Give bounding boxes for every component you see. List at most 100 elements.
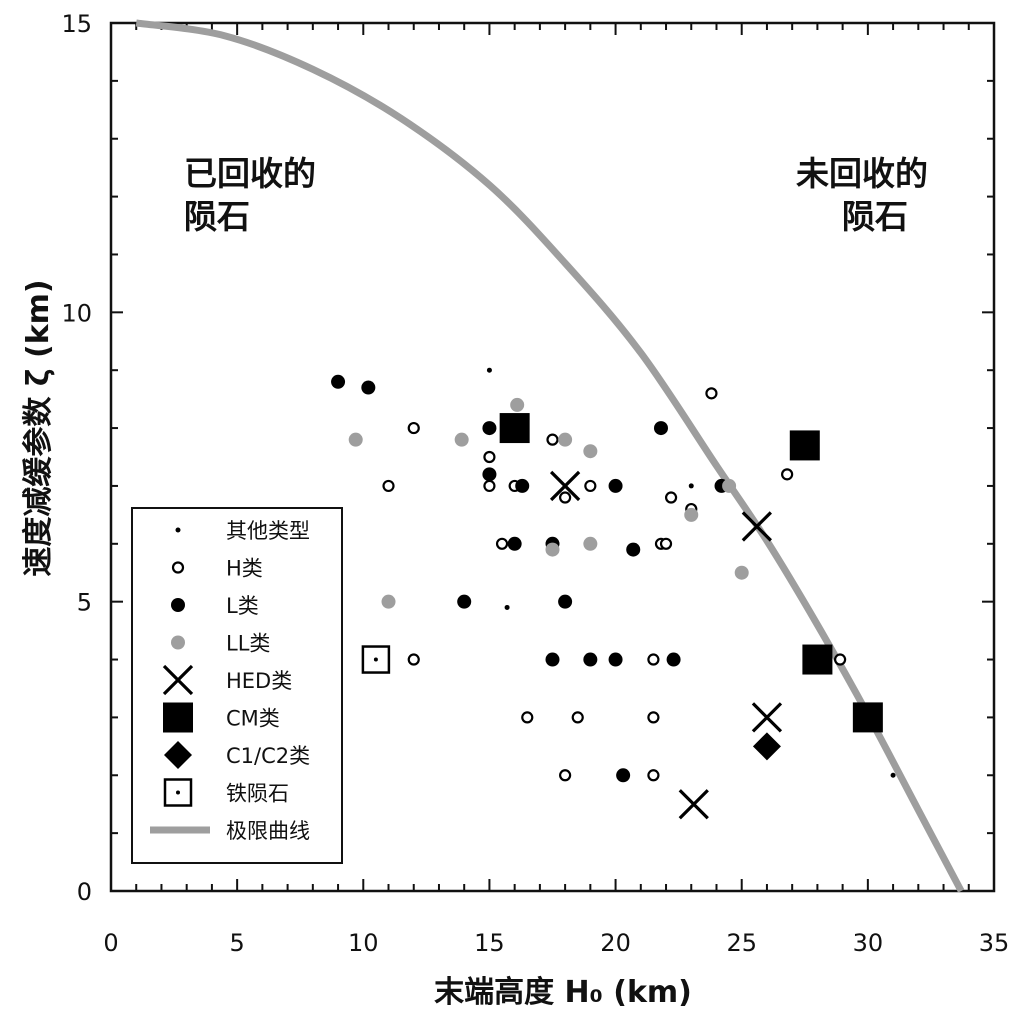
iron-square	[163, 778, 193, 807]
x-axis-title: 末端高度 H₀ (km)	[434, 975, 692, 1010]
x-tick-label: 5	[230, 929, 245, 957]
point-series-1	[559, 491, 572, 504]
point-series-5	[789, 430, 820, 461]
point-series-3	[510, 397, 525, 412]
legend-marker-5	[163, 702, 193, 733]
point-series-6	[752, 732, 781, 761]
point-series-3	[722, 478, 737, 493]
x-tick-label: 10	[348, 929, 379, 957]
legend-marker-6	[164, 741, 192, 769]
point-series-3	[381, 594, 396, 609]
point-series-4	[549, 470, 581, 502]
legend-marker-3	[171, 635, 185, 650]
region-label-recovered-line2: 陨石	[184, 197, 250, 236]
region-label-unrecovered-line2: 陨石	[842, 197, 908, 236]
iron-dot	[373, 657, 378, 662]
point-series-1	[571, 711, 584, 724]
point-series-2	[558, 594, 573, 609]
point-series-2	[616, 768, 631, 783]
point-series-1	[483, 479, 496, 493]
point-series-2	[666, 652, 681, 667]
point-series-5	[802, 644, 833, 675]
x-tick-label: 25	[726, 929, 757, 957]
point-series-1	[584, 479, 597, 493]
region-label-recovered-line1: 已回收的	[184, 154, 316, 193]
data-points	[331, 367, 896, 820]
point-series-3	[454, 432, 469, 447]
point-series-2	[515, 478, 530, 493]
legend-label-1: H类	[226, 557, 263, 581]
legend-label-limit-curve: 极限曲线	[226, 819, 310, 843]
point-series-4	[751, 702, 783, 733]
point-series-2	[545, 652, 560, 667]
y-tick-label: 0	[77, 878, 92, 906]
point-series-5	[499, 413, 530, 444]
point-series-1	[647, 769, 660, 782]
point-series-0	[688, 483, 694, 489]
legend-label-2: L类	[226, 594, 259, 618]
point-series-1	[483, 450, 496, 464]
legend-marker-0	[175, 527, 181, 533]
legend-label-4: HED类	[226, 669, 292, 693]
point-series-2	[507, 536, 522, 551]
point-series-4	[741, 511, 772, 542]
point-series-1	[407, 421, 420, 435]
point-series-0	[504, 604, 510, 610]
point-series-1	[834, 653, 847, 666]
y-axis-title: 速度减缓参数 ζ (km)	[21, 279, 56, 576]
point-series-1	[781, 468, 794, 481]
legend-marker-2	[171, 598, 185, 612]
legend-label-0: 其他类型	[226, 519, 310, 543]
point-series-3	[583, 536, 598, 551]
point-series-3	[734, 565, 749, 580]
x-tick-label: 15	[474, 929, 505, 957]
point-series-1	[546, 433, 559, 446]
point-series-2	[626, 542, 641, 557]
point-series-1	[664, 491, 678, 504]
point-series-2	[653, 421, 668, 436]
point-series-1	[407, 653, 420, 666]
point-series-1	[382, 479, 395, 493]
point-series-2	[608, 652, 623, 667]
point-series-2	[361, 380, 376, 395]
x-tick-label: 0	[103, 929, 118, 957]
y-tick-label: 15	[61, 10, 92, 38]
point-series-3	[583, 444, 598, 459]
point-series-2	[331, 374, 346, 389]
iron-dot	[176, 790, 180, 795]
point-series-0	[486, 367, 492, 373]
point-series-1	[659, 537, 673, 550]
point-series-1	[647, 653, 660, 666]
axis-ticks	[110, 22, 995, 892]
region-label-unrecovered-line1: 未回收的	[796, 154, 928, 193]
point-series-3	[545, 542, 560, 557]
x-tick-label: 35	[979, 929, 1010, 957]
point-series-1	[559, 769, 572, 782]
point-series-3	[684, 507, 699, 522]
legend-marker-1	[171, 561, 185, 574]
legend-marker-7	[163, 778, 193, 807]
point-series-1	[705, 387, 718, 400]
x-tick-label: 30	[853, 929, 884, 957]
point-series-5	[852, 702, 883, 733]
point-series-1	[647, 711, 660, 724]
point-series-0	[890, 772, 896, 778]
point-series-2	[608, 478, 623, 493]
point-series-2	[583, 652, 598, 667]
y-tick-label: 5	[77, 589, 92, 617]
point-series-2	[482, 467, 497, 482]
point-series-2	[457, 594, 472, 609]
point-series-3	[558, 432, 573, 447]
point-series-7	[361, 645, 391, 674]
x-tick-label: 20	[600, 929, 631, 957]
point-series-2	[482, 421, 497, 436]
point-series-4	[678, 789, 709, 820]
tick-labels: 0 5 10 15 20 25 30 35 0 5 10 15	[61, 10, 1009, 957]
point-series-1	[495, 537, 509, 550]
point-series-1	[521, 711, 534, 724]
point-series-3	[348, 432, 363, 447]
legend-label-3: LL类	[226, 632, 270, 656]
